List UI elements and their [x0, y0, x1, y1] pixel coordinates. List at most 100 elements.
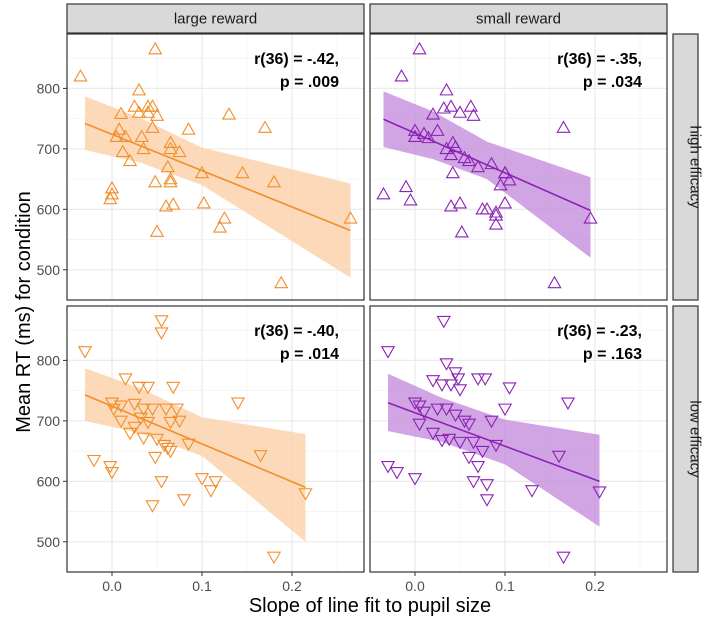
- data-point: [140, 381, 156, 395]
- y-tick-label: 700: [37, 413, 61, 429]
- data-point: [412, 400, 427, 414]
- data-point: [145, 403, 160, 417]
- data-point: [442, 433, 457, 447]
- data-point: [407, 473, 423, 486]
- row-strip: [672, 305, 699, 573]
- data-point: [547, 275, 562, 289]
- data-point: [148, 451, 163, 465]
- data-point: [104, 180, 120, 194]
- data-point: [454, 224, 469, 238]
- data-point: [157, 439, 172, 453]
- data-point: [149, 224, 165, 237]
- data-point: [430, 403, 445, 417]
- row-strip-label: high efficacy: [687, 125, 704, 209]
- correlation-annotation: p = .034: [583, 74, 642, 91]
- data-point: [134, 129, 149, 142]
- x-axis-title: Slope of line fit to pupil size: [249, 595, 491, 617]
- correlation-annotation: r(36) = -.23,: [557, 323, 642, 340]
- data-point: [488, 205, 504, 218]
- panel-small-reward-high-efficacy: r(36) = -.35, p = .034: [369, 33, 668, 301]
- data-point: [484, 156, 499, 170]
- data-point: [479, 494, 495, 507]
- column-strip: [369, 3, 668, 34]
- y-tick-label: 600: [37, 473, 61, 489]
- data-point: [457, 415, 472, 429]
- y-tick-label: 500: [37, 534, 61, 550]
- strips-layer: large reward small reward high efficacy low…: [66, 3, 704, 573]
- data-point: [194, 473, 210, 486]
- y-tick-label: 500: [37, 262, 61, 278]
- panel-border: [66, 305, 365, 573]
- regression-line: [84, 122, 351, 232]
- panel-border: [369, 305, 668, 573]
- data-point: [118, 129, 133, 142]
- data-point: [163, 445, 178, 459]
- data-point: [592, 486, 607, 499]
- panel-small-reward-low-efficacy: r(36) = -.23, p = .163: [369, 305, 668, 573]
- data-point: [452, 195, 468, 209]
- regression-line: [383, 118, 591, 212]
- data-point: [131, 105, 147, 118]
- data-point: [257, 120, 273, 133]
- axes-layer: 500 600 700 800 500 600 700 800 0.0 0.1 0.2 0.0 0.1 0…: [37, 80, 605, 594]
- data-point: [217, 211, 232, 224]
- data-point: [434, 435, 450, 448]
- data-point: [148, 174, 163, 188]
- data-point: [380, 461, 396, 474]
- data-point: [176, 494, 192, 507]
- data-point: [445, 165, 460, 179]
- data-point: [443, 198, 459, 212]
- data-point: [163, 141, 178, 155]
- data-point: [439, 358, 454, 371]
- data-point: [158, 198, 174, 212]
- x-tick-label: 0.2: [282, 578, 302, 594]
- data-point: [104, 397, 120, 411]
- regression-line: [84, 394, 306, 489]
- data-point: [181, 122, 196, 135]
- data-point: [448, 367, 463, 380]
- data-point: [425, 107, 441, 120]
- correlation-annotation: p = .009: [280, 74, 339, 91]
- data-point: [488, 217, 504, 230]
- data-point: [122, 427, 138, 441]
- data-point: [451, 373, 466, 386]
- data-point: [488, 439, 504, 453]
- data-point: [127, 99, 142, 112]
- data-point: [163, 416, 178, 430]
- data-point: [113, 415, 129, 429]
- panel-large-reward-high-efficacy: r(36) = -.42, p = .009: [66, 33, 365, 301]
- data-point: [266, 174, 282, 188]
- data-point: [380, 346, 396, 359]
- y-tick-label: 800: [37, 80, 61, 96]
- data-point: [208, 476, 223, 489]
- correlation-annotation: r(36) = -.42,: [254, 51, 339, 68]
- confidence-band: [383, 91, 591, 258]
- data-point: [104, 467, 120, 480]
- data-point: [443, 99, 459, 112]
- data-point: [479, 202, 495, 215]
- data-point: [235, 165, 250, 179]
- data-point: [497, 195, 513, 209]
- data-point: [169, 403, 184, 417]
- row-strip-label: low efficacy: [687, 400, 704, 478]
- data-point: [266, 551, 282, 565]
- panel-large-reward-low-efficacy: r(36) = -.40, p = .014: [66, 305, 365, 573]
- data-point: [163, 174, 178, 188]
- data-point: [145, 99, 160, 112]
- data-point: [461, 451, 477, 465]
- x-tick-label: 0.1: [495, 578, 515, 594]
- data-point: [163, 171, 178, 185]
- data-point: [416, 126, 432, 139]
- data-point: [212, 220, 228, 233]
- data-point: [166, 381, 181, 395]
- data-point: [439, 82, 454, 96]
- data-point: [434, 379, 450, 392]
- data-point: [196, 195, 211, 209]
- data-point: [77, 346, 93, 359]
- data-point: [149, 433, 165, 447]
- data-point: [403, 192, 418, 206]
- data-point: [556, 551, 571, 565]
- data-point: [452, 384, 468, 397]
- y-axis-title: Mean RT (ms) for condition: [13, 191, 35, 433]
